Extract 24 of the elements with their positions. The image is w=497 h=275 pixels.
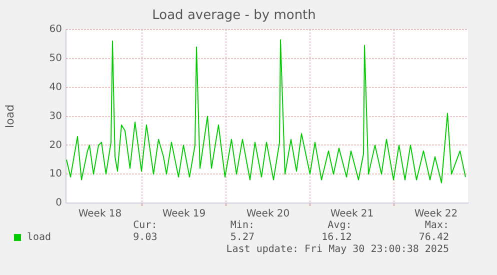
y-tick-label: 20 bbox=[49, 140, 62, 151]
text: 76.42 bbox=[418, 232, 449, 243]
chart-title: Load average - by month bbox=[152, 8, 316, 24]
text: Min: bbox=[229, 220, 254, 231]
y-axis-title: load bbox=[3, 104, 16, 128]
y-tick-label: 60 bbox=[49, 24, 62, 36]
y-tick-label: 40 bbox=[49, 82, 62, 93]
x-tick-label: Week 19 bbox=[162, 208, 206, 220]
x-tick-label: Week 22 bbox=[414, 208, 458, 220]
y-tick-label: 50 bbox=[49, 53, 62, 64]
x-tick-label: Week 18 bbox=[78, 208, 122, 220]
x-tick-label: Week 21 bbox=[330, 208, 374, 220]
text: 9.03 bbox=[132, 232, 158, 243]
y-tick-label: 10 bbox=[49, 168, 62, 180]
text: Avg: bbox=[326, 220, 352, 231]
y-tick-label: 0 bbox=[56, 198, 62, 209]
text: Cur: bbox=[132, 220, 158, 231]
text: Max: bbox=[424, 220, 449, 231]
text: 16.12 bbox=[320, 232, 352, 243]
text: 5.27 bbox=[229, 232, 254, 243]
y-tick-label: 30 bbox=[49, 110, 62, 122]
text: Last update: Fri May 30 23:00:38 2025 bbox=[225, 244, 449, 255]
legend-label: load bbox=[27, 232, 52, 243]
x-tick-label: Week 20 bbox=[246, 208, 290, 220]
